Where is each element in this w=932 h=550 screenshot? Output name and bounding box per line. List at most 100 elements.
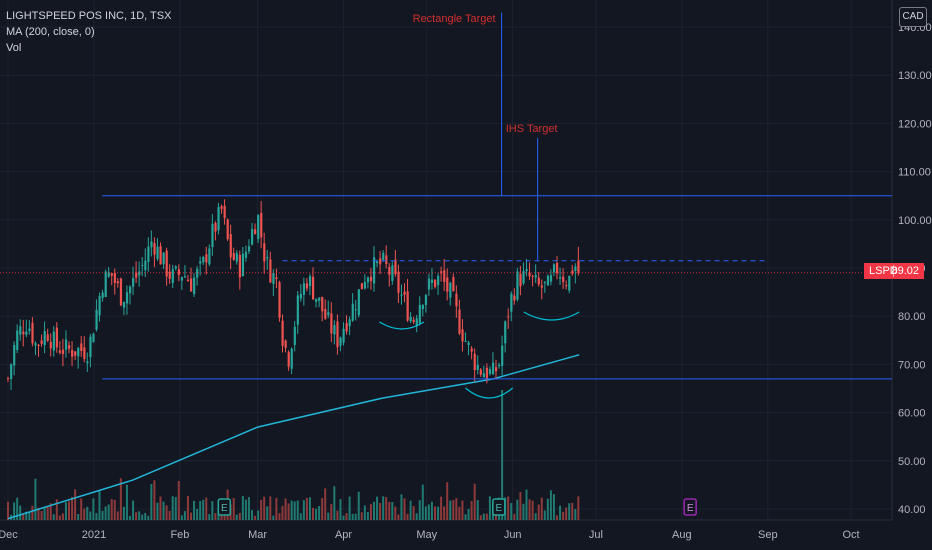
earnings-marker bbox=[492, 498, 506, 516]
candle-body bbox=[141, 265, 144, 267]
candle-body bbox=[138, 271, 141, 276]
volume-bar bbox=[409, 500, 412, 520]
last-price-tag: LSPD 89.02 bbox=[864, 263, 924, 279]
volume-bar bbox=[86, 506, 89, 520]
volume-bar bbox=[89, 511, 92, 520]
volume-bar bbox=[400, 494, 403, 520]
volume-bar bbox=[522, 503, 525, 520]
volume-bar bbox=[369, 504, 372, 520]
volume-bar bbox=[95, 513, 98, 520]
volume-bar bbox=[568, 503, 571, 520]
candle-body bbox=[241, 253, 245, 276]
candle-body bbox=[25, 331, 28, 335]
candle-body bbox=[159, 246, 162, 265]
volume-bar bbox=[162, 501, 165, 520]
candle-body bbox=[403, 291, 406, 295]
volume-bar bbox=[437, 506, 440, 520]
volume-bar bbox=[397, 514, 400, 520]
volume-bar bbox=[132, 500, 135, 520]
candle-body bbox=[498, 364, 501, 367]
volume-bar bbox=[98, 491, 101, 520]
candle-body bbox=[430, 279, 434, 283]
candle-body bbox=[190, 278, 193, 292]
volume-bar bbox=[37, 507, 40, 520]
volume-bar bbox=[418, 500, 421, 520]
volume-bar bbox=[144, 512, 147, 520]
volume-bar bbox=[34, 478, 37, 520]
volume-bar bbox=[507, 496, 510, 520]
candle-body bbox=[302, 283, 306, 295]
candle-body bbox=[64, 339, 68, 350]
candle-body bbox=[205, 254, 208, 263]
volume-bar bbox=[424, 506, 427, 520]
volume-bar bbox=[421, 484, 424, 520]
candle-body bbox=[336, 321, 339, 348]
candle-body bbox=[501, 345, 504, 366]
candle-body bbox=[211, 223, 214, 247]
volume-bar bbox=[348, 496, 351, 520]
volume-bar bbox=[312, 507, 314, 520]
candle-body bbox=[40, 340, 43, 344]
candle-body bbox=[92, 333, 95, 343]
candle-body bbox=[86, 361, 89, 364]
volume-bar bbox=[299, 513, 302, 520]
volume-bar bbox=[357, 491, 360, 520]
volume-bar bbox=[385, 497, 388, 520]
candle-body bbox=[574, 266, 577, 271]
volume-bar bbox=[479, 515, 482, 520]
volume-bar bbox=[412, 506, 415, 520]
volume-bar bbox=[153, 480, 156, 520]
candle-body bbox=[437, 275, 440, 286]
y-tick-label: 120.00 bbox=[898, 118, 932, 130]
y-tick-label: 60.00 bbox=[898, 408, 926, 420]
candle-body bbox=[183, 276, 187, 278]
volume-bar bbox=[559, 505, 562, 520]
volume-bar bbox=[336, 510, 339, 520]
candle-body bbox=[147, 246, 150, 262]
volume-bar bbox=[485, 513, 488, 520]
candle-body bbox=[373, 257, 376, 284]
candle-body bbox=[110, 273, 113, 276]
currency-button[interactable]: CAD bbox=[899, 7, 927, 27]
volume-bar bbox=[379, 503, 382, 520]
candle-body bbox=[479, 369, 482, 375]
candle-body bbox=[95, 309, 98, 330]
candle-body bbox=[348, 319, 351, 327]
candle-body bbox=[455, 293, 458, 307]
volume-bar bbox=[537, 504, 540, 520]
volume-bar bbox=[519, 491, 522, 520]
volume-bar bbox=[177, 481, 180, 520]
candle-body bbox=[382, 252, 385, 260]
candle-body bbox=[571, 270, 574, 274]
candle-body bbox=[223, 205, 226, 219]
candle-body bbox=[546, 275, 550, 286]
candle-body bbox=[98, 296, 101, 316]
volume-bar bbox=[104, 506, 107, 520]
volume-bar bbox=[129, 515, 131, 520]
volume-bar bbox=[556, 515, 558, 520]
candle-body bbox=[16, 330, 19, 350]
earnings-marker bbox=[683, 498, 697, 516]
volume-bar bbox=[235, 514, 238, 520]
volume-bar bbox=[107, 504, 110, 520]
volume-bar bbox=[64, 502, 67, 520]
candle-body bbox=[327, 312, 330, 316]
chart-legend: LIGHTSPEED POS INC, 1D, TSX MA (200, clo… bbox=[6, 8, 171, 56]
candle-body bbox=[339, 337, 342, 346]
candle-body bbox=[464, 340, 467, 342]
y-tick-label: 100.00 bbox=[898, 215, 932, 227]
volume-bar bbox=[577, 496, 580, 520]
volume-bar bbox=[525, 489, 528, 520]
x-tick-label: Jun bbox=[504, 529, 522, 541]
volume-bar bbox=[55, 499, 58, 520]
candle-body bbox=[193, 277, 196, 295]
candle-body bbox=[351, 303, 354, 321]
candle-body bbox=[83, 347, 86, 359]
ihs-left-shoulder-arc bbox=[379, 321, 425, 330]
volume-bar bbox=[473, 483, 476, 520]
volume-bar bbox=[339, 499, 342, 520]
last-price-value: 89.02 bbox=[891, 265, 919, 277]
volume-bar bbox=[113, 499, 116, 520]
